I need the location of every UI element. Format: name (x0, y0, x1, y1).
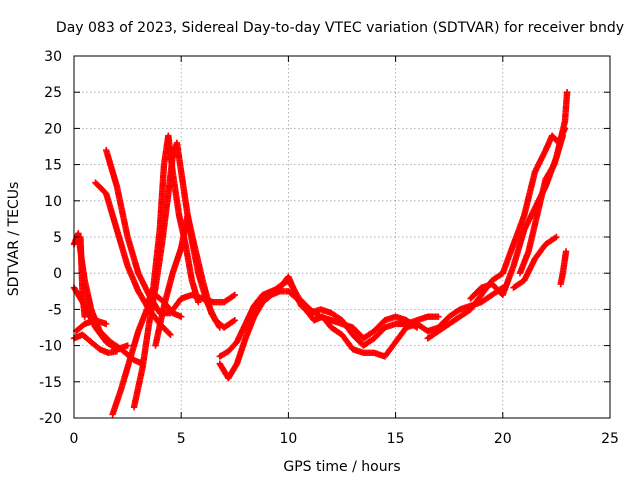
data-point (195, 298, 202, 306)
x-axis-label: GPS time / hours (283, 459, 400, 475)
data-point (553, 233, 560, 241)
y-axis-label: SDTVAR / TECUs (6, 182, 22, 297)
x-tick-label: 0 (70, 431, 79, 447)
y-tick-label: 5 (53, 230, 62, 246)
x-tick-label: 20 (494, 431, 512, 447)
series-arc-19 (516, 132, 567, 277)
series-arc-10 (143, 132, 202, 309)
series-arc-20 (557, 248, 570, 288)
data-point (166, 330, 173, 337)
data-point (81, 313, 88, 320)
data-point (563, 89, 571, 96)
chart-title: Day 083 of 2023, Sidereal Day-to-day VTE… (56, 20, 624, 36)
series-arc-14 (263, 277, 421, 342)
series-arc-4 (72, 317, 110, 335)
data-point (562, 248, 570, 255)
y-tick-label: 20 (44, 121, 62, 137)
series-arc-5 (77, 233, 88, 320)
y-tick-label: 10 (44, 194, 62, 210)
x-tick-label: 5 (177, 431, 186, 447)
y-tick-label: 25 (44, 85, 62, 101)
data-point (216, 324, 223, 331)
y-tick-label: -15 (39, 375, 62, 391)
data-point (231, 317, 238, 324)
y-tick-label: 15 (44, 158, 62, 174)
data-points (70, 89, 571, 418)
series-arc-18 (510, 233, 560, 291)
data-point (102, 320, 110, 328)
data-point (559, 132, 567, 139)
data-point (435, 313, 442, 320)
y-tick-label: -5 (48, 302, 62, 318)
y-tick-label: 0 (53, 266, 62, 282)
y-tick-label: 30 (44, 49, 62, 65)
y-tick-label: -20 (39, 411, 62, 427)
x-tick-label: 15 (387, 431, 405, 447)
axis-ticks: 0 5 10 15 20 25 -20 -15 -10 -5 0 5 10 15 20 25 30 (39, 49, 619, 447)
data-point (124, 342, 131, 349)
data-point (231, 291, 238, 299)
x-tick-label: 25 (601, 431, 619, 447)
series-arc-11 (152, 212, 223, 349)
x-tick-label: 10 (279, 431, 297, 447)
data-point (113, 348, 121, 355)
series-arc-17 (499, 125, 569, 277)
data-point (561, 125, 569, 132)
y-tick-label: -10 (39, 339, 62, 355)
data-point (167, 331, 174, 338)
data-point (413, 324, 421, 331)
data-point (178, 313, 185, 320)
series-arc-3 (70, 331, 121, 357)
